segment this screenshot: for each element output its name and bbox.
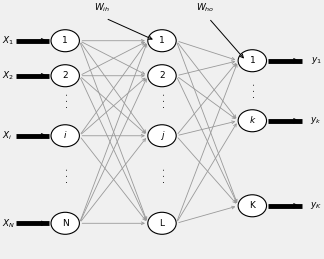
Text: . . .: . . . [157, 168, 167, 183]
Circle shape [51, 30, 79, 52]
Circle shape [51, 212, 79, 234]
Text: N: N [62, 219, 69, 228]
Text: $X_1$: $X_1$ [2, 34, 14, 47]
Text: k: k [250, 116, 255, 125]
Text: . . .: . . . [60, 93, 70, 108]
Text: $W_{ho}$: $W_{ho}$ [196, 2, 215, 15]
Text: $W_{ih}$: $W_{ih}$ [94, 2, 110, 15]
Circle shape [238, 110, 267, 132]
Circle shape [148, 212, 176, 234]
Text: L: L [159, 219, 165, 228]
Text: $y_K$: $y_K$ [309, 200, 322, 211]
Text: 1: 1 [159, 36, 165, 45]
Text: i: i [64, 131, 66, 140]
Text: $X_2$: $X_2$ [2, 69, 14, 82]
Text: 1: 1 [249, 56, 255, 65]
Text: K: K [249, 201, 255, 210]
Text: 2: 2 [159, 71, 165, 80]
Circle shape [148, 30, 176, 52]
Text: 2: 2 [63, 71, 68, 80]
Text: j: j [161, 131, 163, 140]
Text: $y_1$: $y_1$ [311, 55, 322, 66]
Text: $X_N$: $X_N$ [2, 217, 16, 229]
Text: 1: 1 [62, 36, 68, 45]
Text: . . .: . . . [60, 168, 70, 183]
Text: $X_i$: $X_i$ [2, 130, 13, 142]
Circle shape [238, 50, 267, 72]
Text: . . .: . . . [247, 83, 257, 98]
Text: $y_k$: $y_k$ [310, 115, 322, 126]
Circle shape [238, 195, 267, 217]
Text: . . .: . . . [157, 93, 167, 108]
Circle shape [148, 125, 176, 147]
Circle shape [51, 65, 79, 87]
Circle shape [148, 65, 176, 87]
Circle shape [51, 125, 79, 147]
